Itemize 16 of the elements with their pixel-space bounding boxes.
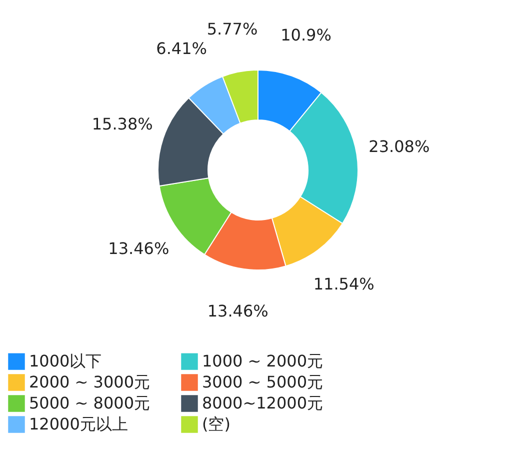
data-label: 5.77% [206,19,258,38]
data-label: 11.54% [313,274,374,294]
data-label: 13.46% [108,238,170,258]
legend-label: (空) [202,414,230,434]
legend-label: 1000 ~ 2000元 [202,352,324,371]
data-label: 6.41% [156,39,207,58]
legend-label: 12000元以上 [29,414,128,434]
data-label: 13.46% [207,302,268,321]
data-label: 15.38% [92,114,153,134]
data-label: 10.9% [280,25,332,44]
legend-label: 5000 ~ 8000元 [29,394,150,412]
legend-label: 1000以下 [29,352,102,371]
data-label: 23.08% [368,137,430,156]
legend-label: 3000 ~ 5000元 [202,372,324,392]
legend-label: 8000~12000元 [202,394,324,412]
legend-label: 2000 ~ 3000元 [29,372,150,392]
